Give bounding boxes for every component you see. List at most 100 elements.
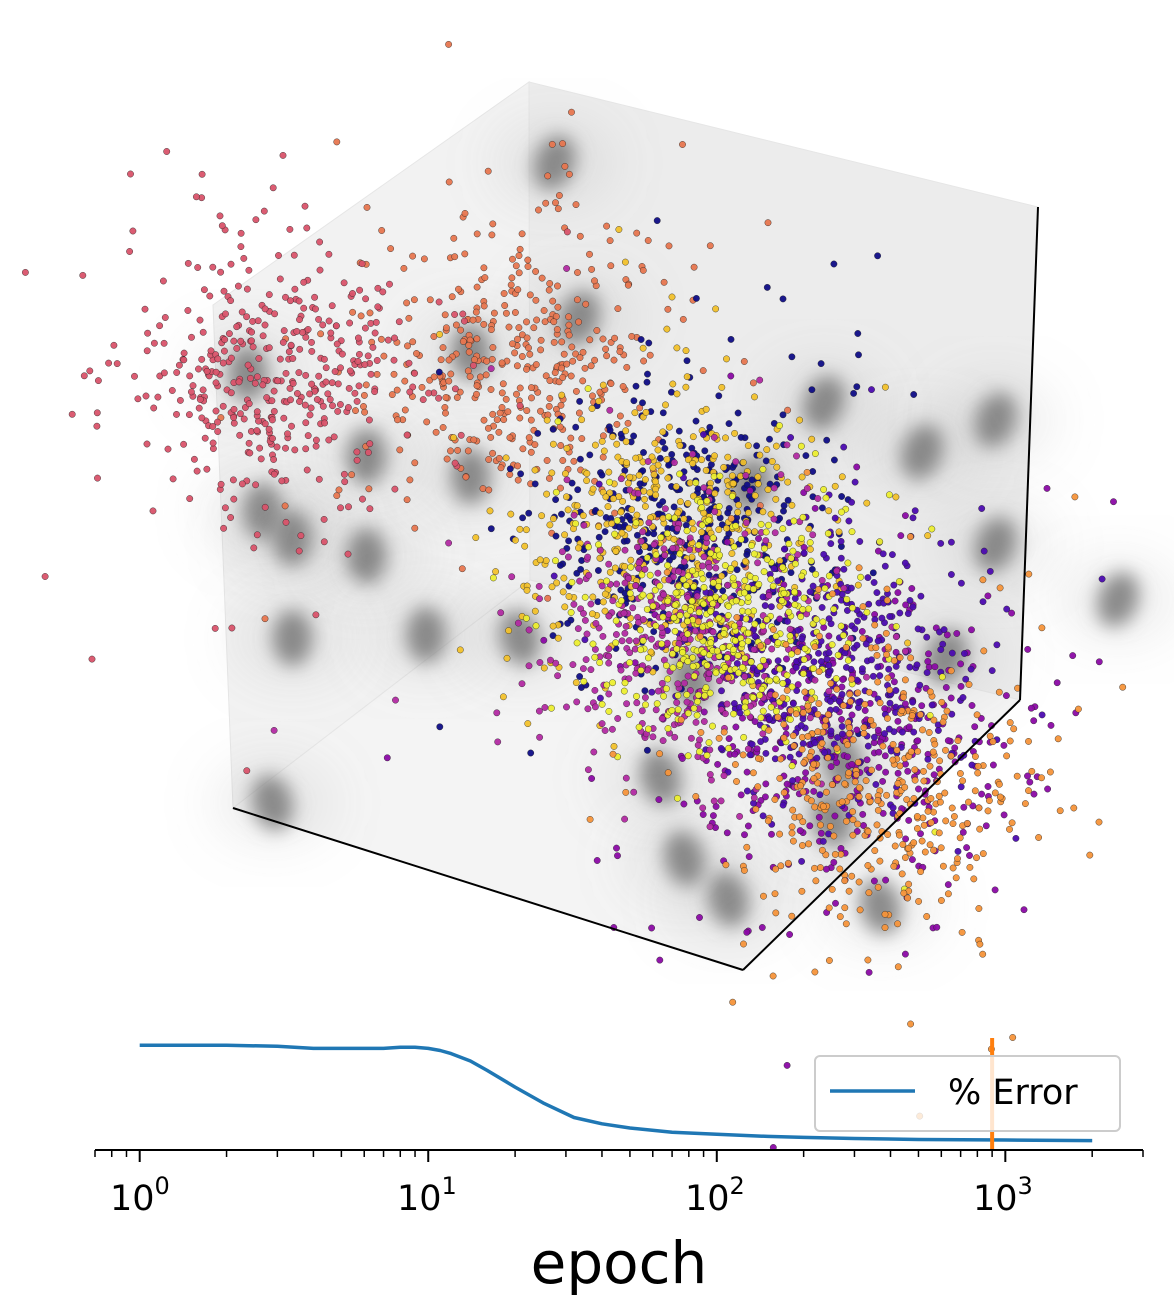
point: [811, 739, 819, 747]
point: [762, 780, 770, 788]
point: [646, 571, 654, 579]
point: [598, 437, 606, 445]
point: [513, 390, 520, 398]
point: [849, 736, 857, 744]
point: [284, 430, 291, 438]
point: [552, 557, 559, 565]
point: [546, 394, 554, 402]
point: [676, 470, 683, 478]
point: [838, 493, 845, 500]
point: [828, 886, 836, 893]
point: [669, 544, 677, 552]
point: [807, 557, 815, 565]
point: [290, 251, 298, 259]
point: [315, 372, 323, 380]
point: [941, 789, 949, 797]
point: [884, 715, 891, 722]
point: [481, 274, 489, 281]
point: [773, 442, 780, 450]
point: [863, 756, 871, 764]
point: [261, 305, 269, 313]
point: [609, 433, 617, 441]
point: [930, 716, 938, 724]
point: [935, 727, 942, 734]
point: [95, 377, 102, 384]
point: [767, 575, 775, 583]
point: [230, 337, 238, 345]
point: [876, 672, 884, 679]
point: [940, 626, 948, 633]
point: [817, 829, 825, 837]
point: [754, 480, 762, 488]
point: [359, 495, 366, 503]
point: [1098, 575, 1106, 583]
point: [970, 875, 978, 883]
point: [869, 569, 877, 577]
point: [229, 476, 237, 484]
point: [738, 640, 746, 648]
point: [729, 574, 737, 582]
point: [465, 341, 473, 349]
point: [255, 355, 263, 362]
point: [306, 411, 314, 419]
point: [785, 540, 793, 548]
point: [887, 747, 895, 755]
point: [533, 316, 540, 324]
point: [906, 663, 914, 671]
point: [641, 565, 649, 573]
point: [472, 308, 480, 316]
point: [905, 723, 913, 731]
point: [344, 404, 352, 411]
point: [847, 698, 854, 705]
point: [460, 317, 468, 325]
point: [812, 615, 820, 623]
point: [916, 681, 924, 689]
point: [684, 500, 692, 507]
point: [307, 404, 315, 412]
point: [848, 711, 856, 719]
point: [622, 427, 630, 435]
point: [832, 675, 840, 682]
point: [526, 291, 534, 299]
point: [366, 505, 374, 513]
shadow-core-7-0: [1096, 572, 1140, 627]
point: [643, 378, 651, 386]
point: [662, 401, 669, 409]
point: [752, 805, 760, 813]
point: [650, 541, 658, 548]
point: [1070, 804, 1078, 812]
point: [925, 729, 933, 736]
point: [806, 822, 814, 830]
point: [827, 680, 835, 687]
point: [927, 819, 935, 827]
point: [442, 409, 449, 417]
point: [561, 531, 568, 539]
point: [902, 950, 909, 958]
point: [694, 485, 702, 493]
shadow-core-8-0: [925, 629, 968, 685]
point: [508, 573, 516, 581]
point: [620, 687, 628, 695]
point: [583, 470, 591, 477]
point: [792, 560, 799, 568]
point: [644, 458, 652, 465]
point: [787, 707, 795, 714]
point: [759, 707, 767, 715]
point: [584, 705, 592, 713]
point: [659, 438, 667, 446]
scatter-3d-panel: [21, 41, 1174, 1151]
point: [252, 481, 260, 489]
point: [315, 475, 323, 483]
point: [192, 193, 200, 201]
point: [959, 777, 966, 785]
point: [437, 356, 445, 364]
point: [702, 466, 710, 474]
point: [573, 502, 581, 510]
point: [810, 658, 818, 666]
point: [684, 672, 692, 680]
point: [625, 524, 633, 532]
point: [785, 608, 793, 616]
point: [659, 603, 667, 611]
point: [800, 549, 808, 557]
point: [1053, 679, 1061, 687]
